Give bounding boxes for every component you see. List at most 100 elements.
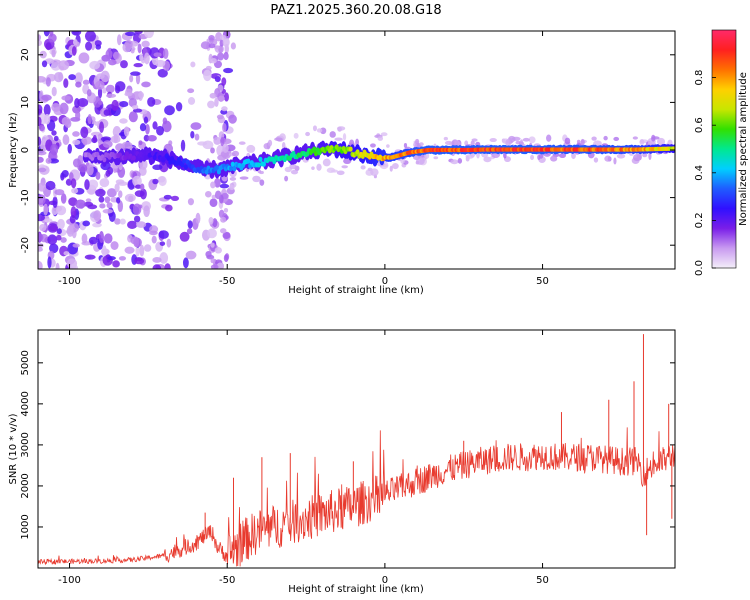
spectrogram-halo-cell — [603, 135, 608, 141]
spectrogram-noise-cell — [48, 225, 58, 232]
spectrogram-noise-cell — [97, 86, 103, 99]
spectrogram-noise-cell — [72, 139, 81, 145]
colorbar-ticks: 0.0 0.2 0.4 0.6 0.8 — [694, 70, 716, 276]
spectrogram-ridge-core — [258, 156, 263, 162]
spectrogram-noise-cell — [116, 34, 122, 46]
spectrogram-noise-cell — [78, 52, 90, 64]
spectrogram-halo-cell — [616, 153, 626, 159]
spectrogram-noise-cell — [135, 184, 142, 189]
spectrogram-ridge-core — [131, 155, 136, 161]
spectrogram-noise-cell — [72, 131, 80, 137]
y-tick-label: 0 — [20, 147, 31, 153]
spectrogram-noise-cell — [89, 60, 101, 70]
spectrogram-noise-cell — [86, 89, 92, 97]
spectrogram-noise-cell — [86, 164, 94, 176]
spectrogram-noise-cell — [106, 188, 117, 198]
y-tick-label: 4000 — [20, 391, 31, 416]
spectrogram-noise-cell — [205, 65, 212, 71]
spectrogram-noise-cell — [69, 264, 79, 269]
colorbar-tick-label: 0.4 — [694, 165, 705, 181]
spectrogram-noise-cell — [116, 197, 121, 204]
spectrogram-noise-cell — [44, 218, 53, 223]
spectrogram-noise-cell — [208, 217, 214, 225]
spectrogram-noise-cell — [53, 71, 64, 83]
spectrogram-noise-cell — [72, 243, 80, 248]
colorbar-tick-label: 0.0 — [694, 260, 705, 276]
spectrogram-noise-cell — [203, 69, 212, 82]
spectrogram-noise-cell — [117, 181, 128, 186]
spectrogram-noise-cell — [77, 98, 89, 107]
spectrogram-noise-cell — [132, 108, 143, 113]
spectrogram-noise-cell — [43, 31, 50, 37]
spectrogram-ridge-core — [175, 160, 180, 166]
spectrogram-noise-cell — [209, 92, 217, 99]
spectrogram-noise-cell — [102, 140, 113, 148]
spectrogram-halo-cell — [341, 165, 348, 169]
y-tick-label: 5000 — [20, 350, 31, 375]
spectrogram-noise-cell — [124, 92, 133, 97]
spectrogram-noise-cell — [222, 143, 229, 153]
spectrogram-noise-cell — [43, 113, 51, 125]
spectrogram-halo-cell — [415, 138, 420, 145]
x-tick-label: 50 — [536, 276, 549, 287]
spectrogram-noise-cell — [74, 72, 83, 85]
spectrogram-noise-cell — [97, 133, 104, 145]
spectrogram-noise-cell — [45, 180, 56, 191]
spectrogram-ridge-core — [215, 164, 220, 170]
spectrogram-noise-cell — [66, 225, 74, 237]
spectrogram-halo-cell — [400, 158, 405, 164]
spectrogram-noise-cell — [190, 61, 196, 68]
spectrogram-noise-cell — [206, 228, 217, 239]
spectrogram-noise-cell — [93, 210, 102, 222]
spectrogram-noise-cell — [187, 220, 193, 229]
x-tick-label: -50 — [219, 276, 235, 287]
spectrogram-halo-cell — [465, 154, 474, 159]
spectrogram-noise-cell — [222, 37, 230, 47]
spectrogram-ridge-core — [360, 153, 365, 159]
spectrogram-noise-cell — [218, 209, 225, 219]
spectrogram-noise-cell — [215, 32, 223, 42]
y-tick-label: -10 — [20, 189, 31, 205]
spectrogram-noise-cell — [120, 60, 128, 69]
spectrogram-noise-cell — [75, 41, 80, 47]
spectrogram-noise-cell — [213, 136, 221, 145]
spectrogram-noise-cell — [132, 203, 142, 215]
spectrogram-halo-cell — [403, 143, 408, 148]
spectrogram-y-label: Frequency (Hz) — [8, 112, 19, 188]
x-tick-label: -50 — [219, 575, 235, 586]
spectrogram-halo-cell — [613, 136, 620, 142]
spectrogram-ridge-core — [261, 161, 266, 167]
spectrogram-noise-cell — [52, 196, 58, 208]
spectrogram-halo-cell — [231, 150, 240, 157]
spectrogram-halo-cell — [355, 138, 360, 146]
snr-x-ticks: -100 -50 0 50 — [58, 330, 549, 586]
spectrogram-noise-cell — [143, 116, 149, 124]
spectrogram-noise-cell — [110, 135, 121, 144]
spectrogram-noise-cell — [112, 260, 120, 268]
spectrogram-halo-cell — [489, 138, 497, 143]
spectrogram-noise-cell — [138, 91, 144, 99]
spectrogram-noise-cell — [56, 228, 62, 235]
x-tick-label: 0 — [382, 276, 388, 287]
spectrogram-noise-cell — [104, 196, 111, 204]
spectrogram-ridge-core — [272, 158, 277, 165]
colorbar: 0.0 0.2 0.4 0.6 0.8 Normalized spectral ampl… — [694, 29, 749, 276]
spectrogram-noise-cell — [130, 48, 135, 54]
figure-title: PAZ1.2025.360.20.08.G18 — [270, 3, 441, 18]
snr-frame — [37, 329, 676, 569]
spectrogram-noise-cell — [51, 130, 57, 136]
y-tick-label: 20 — [20, 48, 31, 61]
spectrogram-noise-cell — [72, 158, 82, 168]
spectrogram-halo-cell — [281, 141, 286, 149]
spectrogram-noise-cell — [156, 125, 164, 136]
spectrogram-ridge-core — [232, 166, 237, 172]
spectrogram-halo-cell — [316, 128, 323, 133]
spectrogram-halo-cell — [657, 137, 666, 146]
spectrogram-halo-cell — [580, 138, 585, 146]
spectrogram-noise-cell — [138, 140, 143, 146]
spectrogram-noise-cell — [214, 76, 221, 83]
spectrogram-noise-cell — [195, 212, 201, 224]
spectrogram-ridge-core — [166, 155, 171, 161]
spectrogram-noise-cell — [131, 105, 138, 110]
spectrogram-noise-cell — [59, 102, 69, 115]
